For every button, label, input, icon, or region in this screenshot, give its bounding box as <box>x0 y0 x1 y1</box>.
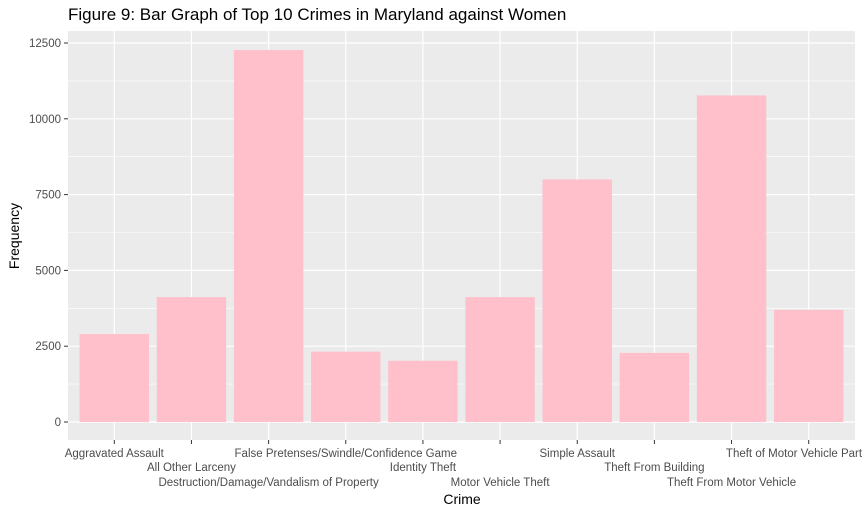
x-tick-label: Aggravated Assault <box>65 448 165 460</box>
bar <box>619 352 690 422</box>
y-axis-title: Frequency <box>6 203 22 269</box>
x-tick-label: Theft of Motor Vehicle Parts or A <box>726 448 862 460</box>
bar <box>465 297 535 422</box>
bar <box>311 351 381 422</box>
y-tick-label: 7500 <box>35 190 61 202</box>
x-tick-label: Identity Theft <box>390 462 457 474</box>
y-tick-label: 10000 <box>29 114 61 126</box>
x-tick-label: False Pretenses/Swindle/Confidence Game <box>235 448 457 460</box>
x-tick-label: Theft From Motor Vehicle <box>667 477 796 489</box>
bar <box>542 179 612 422</box>
bar <box>156 297 227 422</box>
x-tick-label: Motor Vehicle Theft <box>451 477 551 489</box>
bar <box>696 95 767 422</box>
y-axis: 0 2500 5000 7500 10000 12500 <box>29 38 68 429</box>
y-tick-label: 5000 <box>35 265 61 277</box>
bar <box>388 360 458 422</box>
bar <box>773 309 844 422</box>
chart-title: Figure 9: Bar Graph of Top 10 Crimes in … <box>68 5 566 24</box>
bars <box>79 49 844 422</box>
x-tick-label: Destruction/Damage/Vandalism of Property <box>158 477 379 489</box>
x-tick-label: All Other Larceny <box>147 462 236 474</box>
y-tick-label: 2500 <box>35 341 61 353</box>
y-tick-label: 12500 <box>29 38 61 50</box>
x-tick-label: Simple Assault <box>540 448 616 460</box>
x-tick-label: Theft From Building <box>604 462 704 474</box>
x-axis: Aggravated Assault All Other Larceny Destr… <box>65 440 862 489</box>
bar <box>79 334 150 422</box>
y-tick-label: 0 <box>55 417 61 429</box>
x-axis-title: Crime <box>443 491 481 507</box>
bar <box>233 49 304 422</box>
